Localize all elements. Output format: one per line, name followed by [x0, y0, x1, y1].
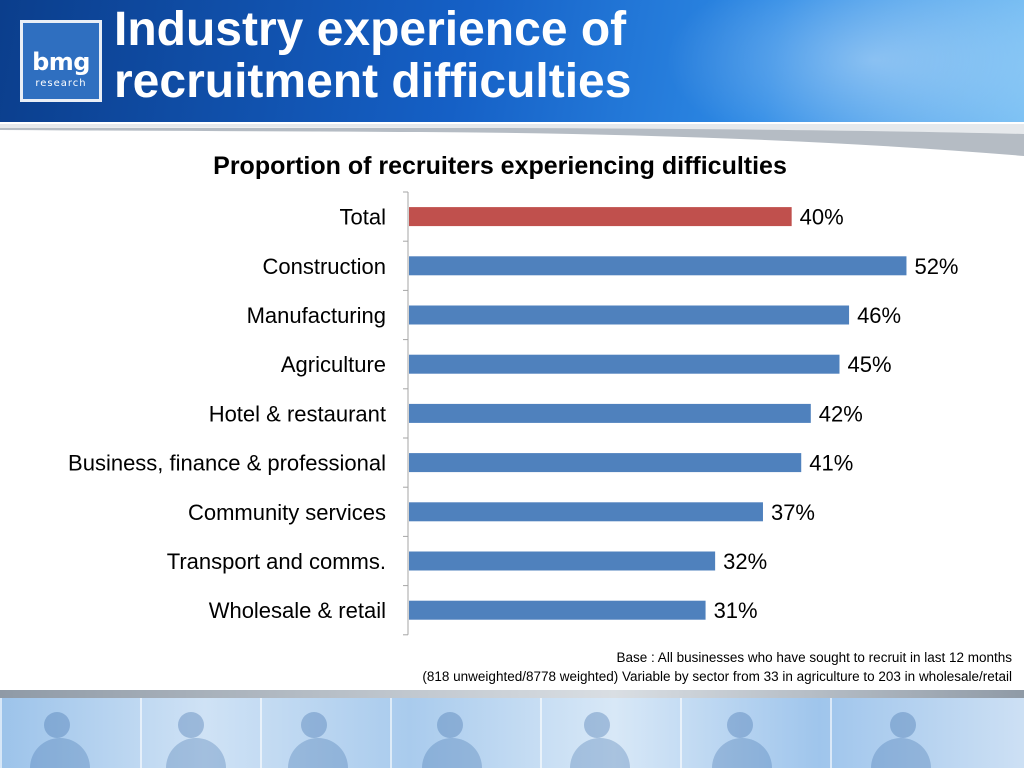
bar-manufacturing [409, 305, 850, 325]
bar-group [409, 207, 907, 620]
footnote-line-2: (818 unweighted/8778 weighted) Variable … [422, 669, 1012, 684]
category-label-construction: Construction [262, 254, 386, 279]
value-label-community-services: 37% [771, 500, 815, 525]
value-label-hotel-restaurant: 42% [819, 401, 863, 426]
value-label-wholesale-retail: 31% [714, 598, 758, 623]
logo-text-sub: research [35, 78, 87, 89]
value-label-business-finance-professional: 41% [809, 451, 853, 476]
value-label-manufacturing: 46% [857, 303, 901, 328]
category-label-transport-and-comms: Transport and comms. [167, 549, 386, 574]
bar-wholesale-retail [409, 600, 706, 620]
bar-community-services [409, 502, 763, 522]
header-swoosh [0, 124, 1024, 156]
footer-photo-6 [680, 698, 832, 768]
footer-photo-1 [0, 698, 142, 768]
category-axis [403, 191, 409, 636]
footnote-line-1: Base : All businesses who have sought to… [616, 650, 1012, 665]
footer-photo-7 [830, 698, 1024, 768]
bar-total [409, 207, 792, 227]
slide-title-line-2: recruitment difficulties [114, 55, 632, 108]
value-label-total: 40% [800, 205, 844, 230]
bottom-divider-band [0, 690, 1024, 698]
category-label-wholesale-retail: Wholesale & retail [209, 598, 386, 623]
value-label-transport-and-comms: 32% [723, 549, 767, 574]
category-label-total: Total [340, 205, 386, 230]
bar-chart: Proportion of recruiters experiencing di… [68, 152, 959, 636]
category-label-manufacturing: Manufacturing [247, 303, 386, 328]
value-label-construction: 52% [914, 254, 958, 279]
chart-title: Proportion of recruiters experiencing di… [213, 152, 787, 180]
slide-title: Industry experience of recruitment diffi… [114, 4, 631, 108]
category-label-hotel-restaurant: Hotel & restaurant [209, 401, 386, 426]
footer-photo-4 [390, 698, 542, 768]
footer-photo-5 [540, 698, 682, 768]
footnote: Base : All businesses who have sought to… [422, 648, 1012, 686]
bar-hotel-restaurant [409, 403, 811, 423]
footer-photo-strip [0, 698, 1024, 768]
bmg-research-logo: bmg research [20, 20, 102, 102]
bar-agriculture [409, 354, 840, 374]
footer-photo-3 [260, 698, 392, 768]
category-label-business-finance-professional: Business, finance & professional [68, 451, 386, 476]
category-labels: Total Construction Manufacturing Agricultur… [68, 205, 386, 624]
category-label-agriculture: Agriculture [281, 352, 386, 377]
header-banner: bmg research Industry experience of recr… [0, 0, 1024, 122]
bar-transport-and-comms [409, 551, 716, 571]
bar-construction [409, 256, 907, 276]
footer-photo-2 [140, 698, 262, 768]
category-label-community-services: Community services [188, 500, 386, 525]
value-labels: 40% 52% 46% 45% 42% 41% 37%32% 31% [714, 205, 959, 624]
value-label-agriculture: 45% [848, 352, 892, 377]
slide-title-line-1: Industry experience of [114, 3, 627, 56]
bar-business-finance-professional [409, 453, 802, 473]
logo-text-main: bmg [32, 48, 90, 76]
